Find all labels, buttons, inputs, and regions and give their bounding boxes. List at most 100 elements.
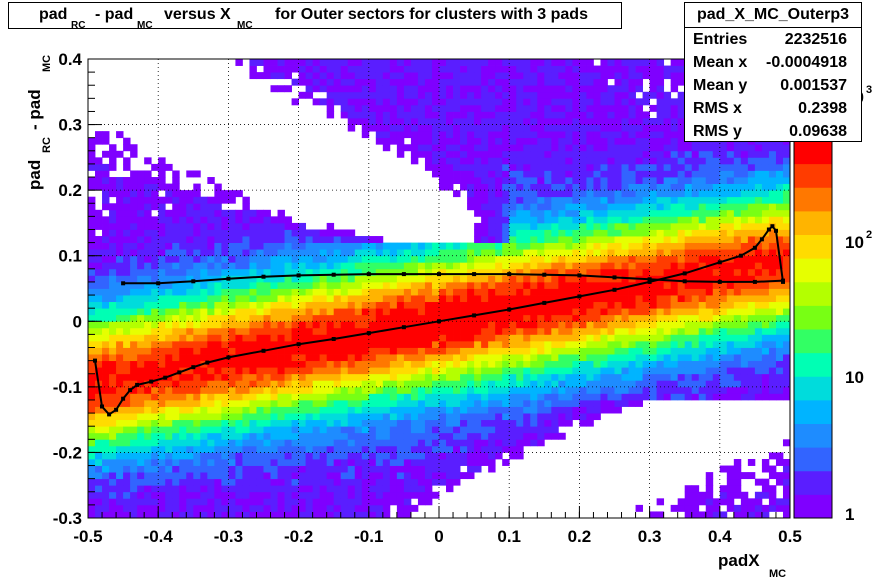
heatmap-cell	[326, 472, 335, 480]
heatmap-cell	[642, 347, 650, 355]
heatmap-cell	[389, 432, 398, 440]
heatmap-cell	[670, 157, 679, 165]
heatmap-cell	[684, 177, 693, 184]
heatmap-cell	[698, 288, 707, 296]
heatmap-cell	[431, 458, 440, 466]
heatmap-cell	[109, 478, 117, 486]
heatmap-cell	[431, 426, 440, 434]
heatmap-cell	[600, 373, 608, 381]
heatmap-cell	[691, 255, 700, 263]
heatmap-cell	[460, 255, 468, 263]
heatmap-cell	[186, 334, 194, 342]
heatmap-cell	[298, 295, 307, 303]
heatmap-cell	[179, 399, 187, 407]
heatmap-cell	[628, 399, 636, 407]
heatmap-cell	[326, 301, 335, 309]
heatmap-cell	[137, 281, 145, 289]
heatmap-cell	[256, 445, 264, 453]
heatmap-cell	[460, 472, 468, 480]
heatmap-cell	[116, 268, 124, 276]
heatmap-cell	[481, 321, 489, 329]
heatmap-cell	[284, 229, 292, 237]
heatmap-cell	[733, 458, 742, 466]
heatmap-cell	[347, 308, 356, 316]
heatmap-cell	[144, 478, 152, 486]
heatmap-cell	[572, 183, 580, 191]
heatmap-cell	[403, 478, 412, 486]
heatmap-cell	[530, 85, 538, 93]
heatmap-cell	[424, 150, 433, 158]
heatmap-cell	[396, 288, 405, 296]
heatmap-cell	[312, 406, 321, 414]
heatmap-cell	[172, 177, 180, 184]
heatmap-cell	[347, 472, 356, 480]
heatmap-cell	[649, 314, 658, 322]
heatmap-cell	[424, 65, 433, 73]
heatmap-cell	[186, 406, 194, 414]
heatmap-cell	[221, 288, 229, 296]
heatmap-cell	[474, 321, 482, 329]
heatmap-cell	[509, 157, 517, 165]
heatmap-cell	[495, 347, 503, 355]
heatmap-cell	[417, 111, 426, 119]
heatmap-cell	[235, 255, 243, 263]
heatmap-cell	[235, 498, 243, 506]
heatmap-cell	[389, 340, 398, 348]
heatmap-cell	[312, 65, 321, 73]
heatmap-cell	[698, 367, 707, 375]
heatmap-cell	[481, 301, 489, 309]
heatmap-cell	[207, 432, 215, 440]
heatmap-cell	[565, 118, 573, 125]
heatmap-cell	[558, 157, 566, 165]
heatmap-cell	[137, 439, 145, 447]
heatmap-cell	[361, 465, 370, 473]
heatmap-cell	[467, 432, 475, 440]
heatmap-cell	[305, 236, 314, 243]
heatmap-cell	[144, 439, 152, 447]
heatmap-cell	[488, 354, 496, 362]
heatmap-cell	[354, 360, 363, 368]
heatmap-cell	[572, 72, 580, 80]
heatmap-cell	[403, 124, 412, 132]
heatmap-cell	[228, 334, 236, 342]
heatmap-cell	[151, 281, 159, 289]
heatmap-cell	[446, 262, 454, 270]
heatmap-cell	[460, 131, 468, 139]
heatmap-cell	[705, 295, 714, 303]
heatmap-cell	[523, 98, 531, 106]
heatmap-cell	[593, 255, 601, 263]
heatmap-cell	[467, 150, 475, 158]
heatmap-cell	[516, 281, 524, 289]
heatmap-cell	[523, 111, 531, 119]
heatmap-cell	[410, 144, 419, 152]
heatmap-cell	[291, 439, 299, 447]
heatmap-cell	[431, 445, 440, 453]
heatmap-cell	[396, 242, 405, 250]
heatmap-cell	[158, 281, 166, 289]
heatmap-cell	[382, 301, 391, 309]
heatmap-cell	[467, 327, 475, 335]
heatmap-cell	[151, 301, 159, 309]
heatmap-cell	[305, 399, 314, 407]
heatmap-cell	[340, 511, 349, 519]
heatmap-cell	[628, 334, 636, 342]
heatmap-cell	[607, 98, 615, 106]
heatmap-cell	[95, 209, 103, 217]
heatmap-cell	[200, 281, 208, 289]
heatmap-cell	[635, 308, 643, 316]
heatmap-cell	[677, 386, 686, 394]
heatmap-cell	[656, 268, 665, 276]
heatmap-cell	[431, 65, 440, 73]
heatmap-cell	[698, 268, 707, 276]
heatmap-cell	[319, 72, 328, 80]
heatmap-cell	[375, 131, 384, 139]
heatmap-cell	[565, 275, 573, 283]
heatmap-cell	[340, 308, 349, 316]
heatmap-cell	[277, 327, 285, 335]
heatmap-cell	[207, 347, 215, 355]
heatmap-cell	[431, 295, 440, 303]
heatmap-cell	[502, 65, 510, 73]
heatmap-cell	[642, 229, 650, 237]
heatmap-cell	[298, 255, 307, 263]
heatmap-cell	[516, 386, 524, 394]
